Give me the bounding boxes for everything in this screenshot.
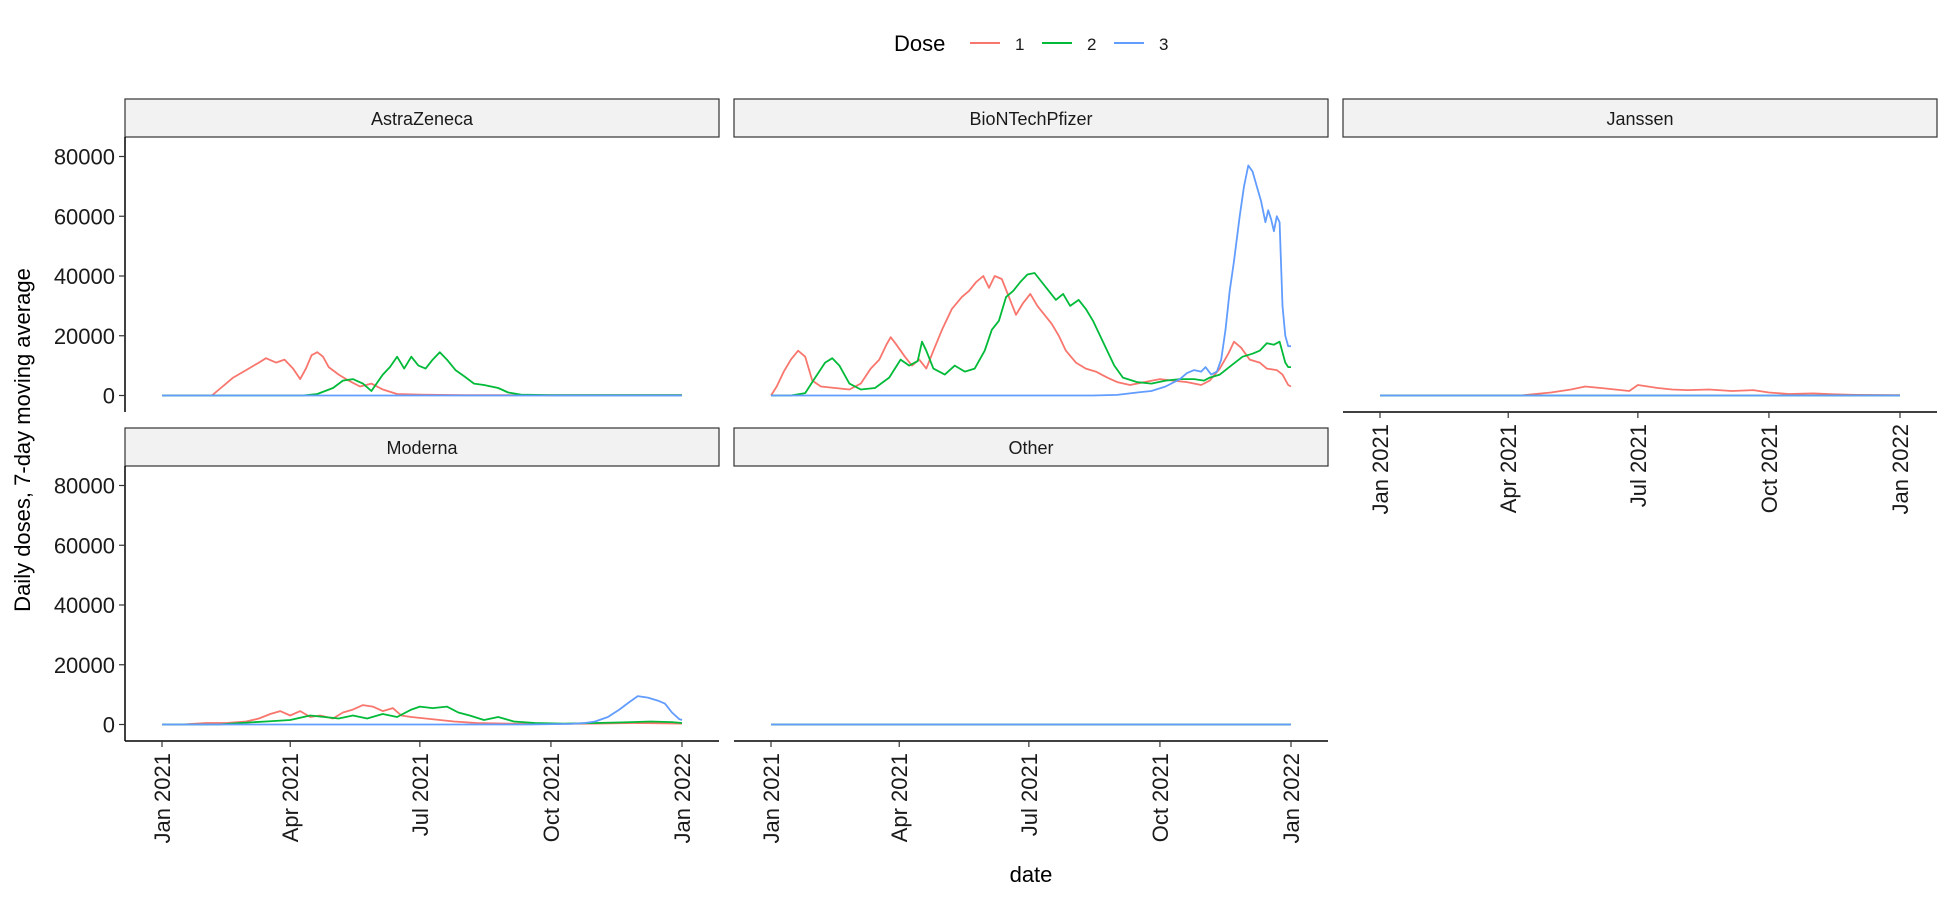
series-line-astrazeneca-dose-2: [162, 351, 682, 397]
x-tick-label: Jul 2021: [1626, 424, 1651, 507]
strip-biontechpfizer: [733, 98, 1329, 138]
panel-biontechpfizer: BioNTechPfizer: [733, 98, 1329, 397]
y-tick-label: 80000: [54, 474, 115, 499]
x-tick-label: Apr 2021: [887, 753, 912, 842]
x-tick-label: Jan 2021: [1368, 424, 1393, 515]
y-tick-label: 40000: [54, 593, 115, 618]
x-tick-label: Oct 2021: [539, 753, 564, 842]
strip-label-moderna: Moderna: [386, 438, 458, 458]
series-line-janssen-dose-1: [1380, 384, 1901, 397]
y-tick-label: 20000: [54, 324, 115, 349]
strip-label-janssen: Janssen: [1606, 109, 1673, 129]
legend-title: Dose: [894, 31, 945, 56]
x-tick-label: Jan 2022: [1888, 424, 1913, 515]
x-tick-label: Jul 2021: [408, 753, 433, 836]
panel-astrazeneca: AstraZeneca 0 20000 40000 60000 80000: [54, 98, 720, 412]
x-tick-label: Apr 2021: [1496, 424, 1521, 513]
y-tick-label: 80000: [54, 145, 115, 170]
strip-label-biontechpfizer: BioNTechPfizer: [969, 109, 1092, 129]
legend-label-dose-2: 2: [1087, 35, 1096, 54]
x-tick-label: Jan 2021: [759, 753, 784, 844]
panel-moderna: Moderna 0 20000 40000 60000 80000 Jan 2021 Apr …: [54, 427, 720, 844]
strip-moderna: [124, 427, 720, 467]
x-tick-label: Jan 2022: [1279, 753, 1304, 844]
y-tick-label: 60000: [54, 204, 115, 229]
panel-other: Other Jan 2021 Apr 2021 Jul 2021 Oct 2021 Jan…: [733, 427, 1329, 844]
legend-label-dose-3: 3: [1159, 35, 1168, 54]
legend: Dose 1 2 3: [894, 31, 1168, 56]
series-line-moderna-dose-1: [162, 704, 683, 726]
x-axis-title: date: [1010, 862, 1053, 887]
x-tick-label: Oct 2021: [1148, 753, 1173, 842]
x-tick-label: Oct 2021: [1757, 424, 1782, 513]
facet-panels: AstraZeneca 0 20000 40000 60000 80000 BioNTech…: [54, 98, 1938, 844]
series-line-astrazeneca-dose-1: [162, 351, 682, 397]
y-tick-label: 60000: [54, 533, 115, 558]
x-tick-label: Jul 2021: [1017, 753, 1042, 836]
x-tick-label: Apr 2021: [278, 753, 303, 842]
legend-label-dose-1: 1: [1015, 35, 1024, 54]
x-tick-label: Jan 2022: [670, 753, 695, 844]
strip-other: [733, 427, 1329, 467]
panel-janssen: Janssen Jan 2021 Apr 2021 Jul 2021 Oct 2021 J…: [1342, 98, 1938, 515]
strip-label-other: Other: [1008, 438, 1053, 458]
strip-janssen: [1342, 98, 1938, 138]
y-tick-label: 20000: [54, 653, 115, 678]
strip-astrazeneca: [124, 98, 720, 138]
y-tick-label: 40000: [54, 264, 115, 289]
series-line-biontechpfizer-dose-2: [771, 272, 1291, 397]
y-axis-title: Daily doses, 7-day moving average: [10, 268, 35, 612]
strip-label-astrazeneca: AstraZeneca: [371, 109, 474, 129]
series-line-moderna-dose-3: [162, 695, 683, 726]
y-tick-label: 0: [103, 713, 115, 738]
series-line-biontechpfizer-dose-3: [771, 164, 1291, 397]
y-tick-label: 0: [103, 384, 115, 409]
x-tick-label: Jan 2021: [150, 753, 175, 844]
